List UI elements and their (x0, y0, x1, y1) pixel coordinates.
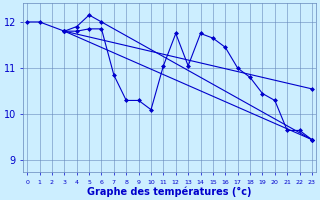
X-axis label: Graphe des températures (°c): Graphe des températures (°c) (87, 186, 252, 197)
